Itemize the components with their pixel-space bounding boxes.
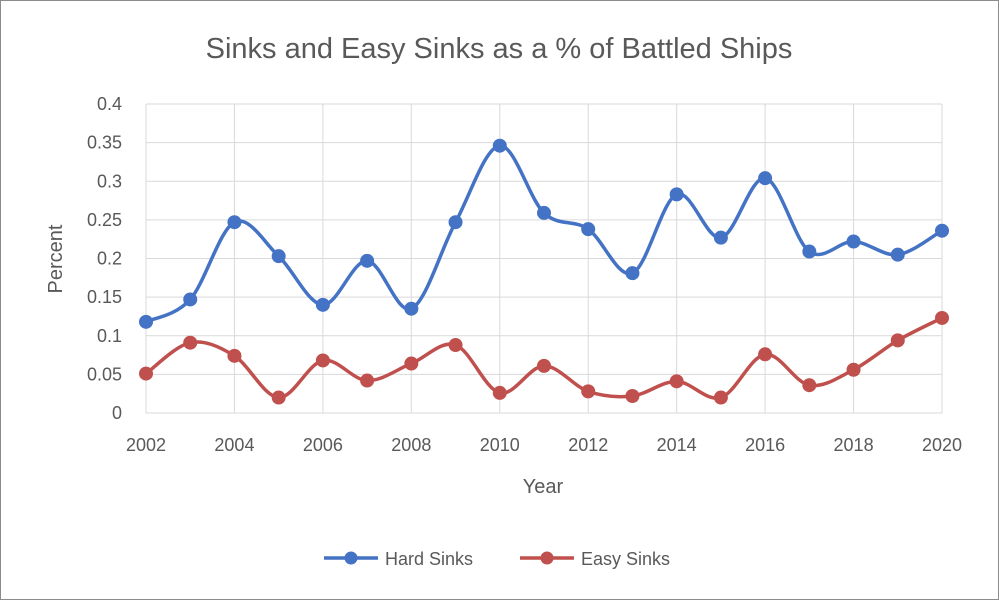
y-axis-title: Percent — [45, 224, 67, 293]
data-point — [669, 187, 684, 202]
data-point — [935, 310, 949, 325]
data-point — [890, 333, 905, 348]
data-point — [183, 292, 198, 307]
y-tick-label: 0.15 — [87, 287, 122, 307]
data-point — [360, 253, 375, 268]
data-point — [890, 247, 905, 262]
data-point — [581, 222, 596, 237]
data-point — [625, 266, 640, 281]
series-easy-sinks — [139, 310, 949, 405]
legend-label: Easy Sinks — [581, 549, 670, 569]
x-tick-label: 2014 — [657, 435, 697, 455]
data-point — [846, 234, 861, 249]
x-tick-label: 2018 — [834, 435, 874, 455]
gridlines — [145, 103, 943, 414]
legend-item: Hard Sinks — [324, 549, 473, 569]
data-point — [846, 362, 861, 377]
x-tick-label: 2006 — [303, 435, 343, 455]
data-point — [227, 215, 242, 230]
y-tick-label: 0.4 — [97, 94, 122, 114]
legend-swatch-marker — [540, 551, 554, 565]
data-point — [139, 366, 153, 381]
series-hard-sinks — [139, 138, 949, 329]
data-point — [492, 138, 507, 153]
data-point — [360, 373, 375, 388]
data-point — [537, 205, 551, 220]
series-line — [144, 143, 944, 324]
data-point — [802, 244, 817, 259]
legend-label: Hard Sinks — [385, 549, 473, 569]
data-point — [448, 338, 463, 353]
legend: Hard Sinks Easy Sinks — [324, 549, 670, 569]
data-point — [713, 230, 728, 245]
y-tick-label: 0 — [112, 403, 122, 423]
x-axis-ticks: 2002 2004 2006 2008 2010 2012 2014 2016 2018 2020 — [126, 435, 962, 455]
data-point — [271, 249, 286, 264]
legend-item: Easy Sinks — [520, 549, 670, 569]
x-tick-label: 2016 — [745, 435, 785, 455]
y-tick-label: 0.1 — [97, 326, 122, 346]
x-axis-title: Year — [523, 476, 564, 498]
data-point — [492, 385, 507, 400]
data-point — [758, 347, 773, 362]
data-point — [404, 356, 419, 371]
series-group — [139, 138, 949, 405]
data-point — [448, 215, 463, 230]
legend-swatch-marker — [344, 551, 358, 565]
data-point — [669, 374, 684, 389]
data-point — [537, 358, 551, 373]
y-tick-label: 0.2 — [97, 249, 122, 269]
y-axis-ticks: 0 0.05 0.1 0.15 0.2 0.25 0.3 0.35 0.4 — [87, 94, 122, 423]
data-point — [935, 223, 949, 238]
x-tick-label: 2012 — [568, 435, 608, 455]
data-point — [625, 389, 640, 404]
series-line — [144, 316, 944, 400]
y-tick-label: 0.3 — [97, 171, 122, 191]
y-tick-label: 0.25 — [87, 210, 122, 230]
x-tick-label: 2004 — [214, 435, 254, 455]
data-point — [802, 378, 817, 393]
data-point — [227, 348, 242, 363]
y-tick-label: 0.35 — [87, 133, 122, 153]
x-tick-label: 2010 — [480, 435, 520, 455]
x-tick-label: 2002 — [126, 435, 166, 455]
data-point — [139, 314, 153, 329]
x-tick-label: 2008 — [391, 435, 431, 455]
data-point — [581, 384, 596, 399]
y-tick-label: 0.05 — [87, 364, 122, 384]
data-point — [404, 301, 419, 316]
chart-title: Sinks and Easy Sinks as a % of Battled S… — [206, 33, 793, 65]
data-point — [271, 390, 286, 405]
data-point — [315, 297, 330, 312]
data-point — [183, 335, 198, 350]
data-point — [758, 171, 773, 186]
data-point — [315, 353, 330, 368]
x-tick-label: 2020 — [922, 435, 962, 455]
data-point — [713, 390, 728, 405]
